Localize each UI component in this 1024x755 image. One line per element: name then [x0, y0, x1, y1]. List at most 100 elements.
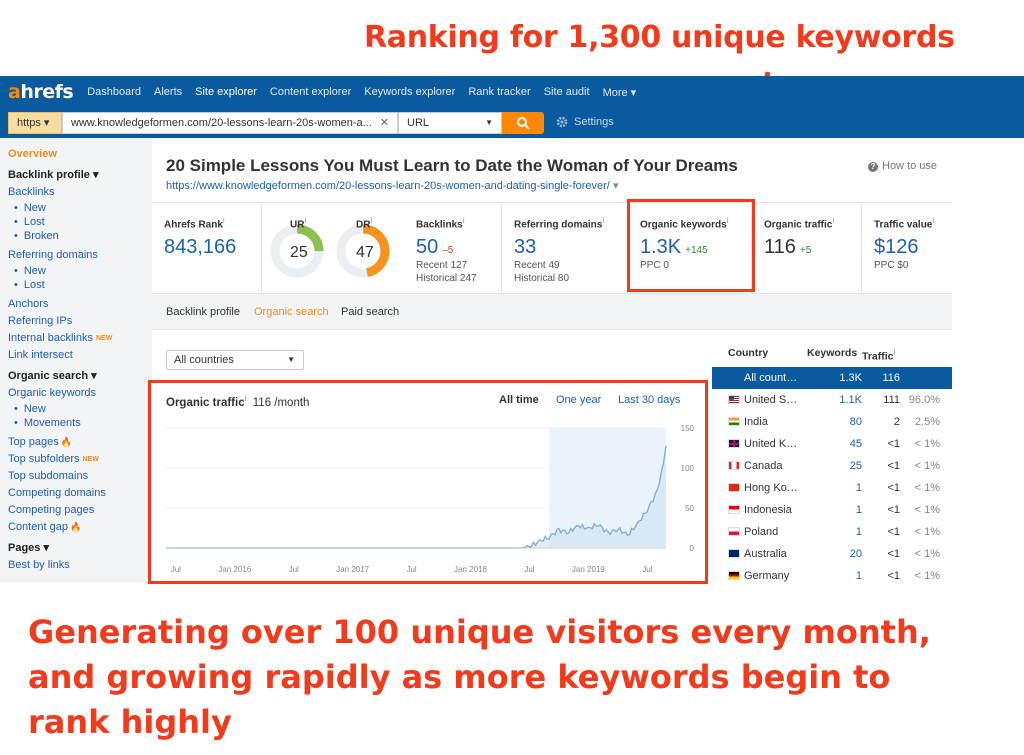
help-icon: ?: [868, 162, 878, 172]
ahrefs-logo[interactable]: ahrefs: [8, 81, 74, 103]
country-row[interactable]: Germany 1 <1 < 1%: [712, 565, 952, 587]
sidebar-best-by-links[interactable]: Best by links: [8, 559, 70, 571]
sidebar-top-pages[interactable]: Top pages 🔥: [8, 436, 72, 448]
sidebar-pages[interactable]: Pages ▾: [8, 542, 49, 554]
country-row[interactable]: India 80 2 2.5%: [712, 411, 952, 433]
period-all-time[interactable]: All time: [499, 394, 539, 406]
sidebar-top-subfolders[interactable]: Top subfolders NEW: [8, 453, 99, 465]
sidebar-ok-new[interactable]: New: [8, 402, 152, 416]
x-tick-label: Jan 2017: [336, 565, 369, 574]
backlinks-value[interactable]: 50: [416, 236, 439, 259]
sidebar-internal-backlinks[interactable]: Internal backlinks NEW: [8, 332, 113, 344]
country-row[interactable]: Canada 25 <1 < 1%: [712, 455, 952, 477]
y-tick-label: 100: [681, 464, 695, 473]
country-row[interactable]: All count… 1.3K 116: [712, 367, 952, 389]
country-row[interactable]: United S… 1.1K 111 96.0%: [712, 389, 952, 411]
country-row[interactable]: United K… 45 <1 < 1%: [712, 433, 952, 455]
sidebar-organic-keywords[interactable]: Organic keywords: [8, 387, 97, 399]
nav-more[interactable]: More ▾: [602, 86, 637, 99]
sidebar-overview[interactable]: Overview: [8, 148, 57, 160]
country-traffic: 116: [882, 372, 900, 384]
nav-site-explorer[interactable]: Site explorer: [195, 86, 257, 98]
sidebar-rd-new[interactable]: New: [8, 264, 152, 278]
sidebar-backlink-profile[interactable]: Backlink profile ▾: [8, 169, 99, 181]
url-input[interactable]: www.knowledgeformen.com/20-lessons-learn…: [62, 112, 398, 134]
referring-domains-value[interactable]: 33: [514, 236, 537, 259]
country-keywords[interactable]: 80: [849, 416, 862, 428]
organic-traffic-value[interactable]: 116: [764, 236, 796, 259]
sidebar-backlinks[interactable]: Backlinks: [8, 186, 55, 198]
col-traffic[interactable]: Traffici: [862, 347, 896, 363]
sidebar: Overview Backlink profile ▾ Backlinks Ne…: [0, 138, 152, 583]
x-tick-label: Jul: [524, 565, 534, 574]
sidebar-anchors[interactable]: Anchors: [8, 298, 49, 310]
nav-keywords-explorer[interactable]: Keywords explorer: [364, 86, 456, 98]
nav-alerts[interactable]: Alerts: [154, 86, 183, 98]
flag-hk-icon: [728, 483, 740, 492]
organic-keywords-ppc: PPC 0: [640, 260, 669, 272]
sidebar-backlinks-lost[interactable]: Lost: [8, 215, 152, 229]
sidebar-competing-domains[interactable]: Competing domains: [8, 487, 106, 499]
organic-keywords-value[interactable]: 1.3K: [640, 236, 682, 259]
sidebar-top-subdomains[interactable]: Top subdomains: [8, 470, 89, 482]
col-country[interactable]: Country: [728, 347, 769, 359]
country-keywords[interactable]: 1.1K: [839, 394, 862, 406]
sidebar-content-gap[interactable]: Content gap 🔥: [8, 521, 82, 533]
tab-backlink-profile[interactable]: Backlink profile: [166, 306, 240, 318]
main-panel: 20 Simple Lessons You Must Learn to Date…: [152, 138, 952, 583]
country-row[interactable]: Poland 1 <1 < 1%: [712, 521, 952, 543]
settings-button[interactable]: Settings: [556, 116, 614, 128]
country-keywords[interactable]: 1: [855, 526, 862, 538]
country-row[interactable]: Hong Ko… 1 <1 < 1%: [712, 477, 952, 499]
sidebar-competing-pages[interactable]: Competing pages: [8, 504, 95, 516]
country-name: Canada: [744, 460, 783, 472]
protocol-select[interactable]: https ▾: [8, 112, 62, 134]
y-tick-label: 150: [681, 424, 695, 433]
country-traffic-pct: 2.5%: [914, 416, 940, 428]
clear-icon[interactable]: ✕: [379, 117, 389, 129]
period-last-30-days[interactable]: Last 30 days: [618, 394, 681, 406]
country-row[interactable]: Indonesia 1 <1 < 1%: [712, 499, 952, 521]
settings-label: Settings: [574, 116, 614, 128]
sidebar-backlinks-new[interactable]: New: [8, 201, 152, 215]
nav-dashboard[interactable]: Dashboard: [87, 86, 142, 98]
sidebar-rd-lost[interactable]: Lost: [8, 278, 152, 292]
page-url-link[interactable]: https://www.knowledgeformen.com/20-lesso…: [166, 180, 619, 192]
country-keywords[interactable]: 1: [855, 482, 862, 494]
x-tick-label: Jul: [642, 565, 652, 574]
tab-paid-search[interactable]: Paid search: [341, 306, 400, 318]
flag-ca-icon: [728, 461, 740, 470]
country-keywords[interactable]: 1: [855, 504, 862, 516]
sidebar-organic-search[interactable]: Organic search ▾: [8, 370, 97, 382]
country-keywords[interactable]: 1: [855, 570, 862, 582]
tab-organic-search[interactable]: Organic search: [254, 306, 329, 318]
country-row[interactable]: Australia 20 <1 < 1%: [712, 543, 952, 565]
country-select[interactable]: All countries ▼: [166, 350, 304, 370]
sidebar-referring-domains[interactable]: Referring domains: [8, 249, 98, 261]
traffic-value-value[interactable]: $126: [874, 236, 919, 259]
country-keywords[interactable]: 25: [849, 460, 862, 472]
country-keywords[interactable]: 20: [849, 548, 862, 560]
sidebar-referring-ips[interactable]: Referring IPs: [8, 315, 73, 327]
sidebar-ok-movements[interactable]: Movements: [8, 416, 152, 430]
nav-rank-tracker[interactable]: Rank tracker: [468, 86, 531, 98]
how-to-use-link[interactable]: ? How to use: [868, 160, 937, 172]
search-button[interactable]: [502, 112, 544, 134]
organic-traffic-chart-panel: Organic traffici 116 /month All time One …: [152, 380, 708, 583]
sidebar-link-intersect[interactable]: Link intersect: [8, 349, 73, 361]
mode-select[interactable]: URL ▼: [398, 112, 502, 134]
y-tick-label: 50: [685, 504, 694, 513]
country-keywords[interactable]: 1.3K: [839, 372, 862, 384]
period-one-year[interactable]: One year: [556, 394, 602, 406]
flag-in-icon: [728, 417, 740, 426]
nav-content-explorer[interactable]: Content explorer: [269, 86, 352, 98]
x-tick-label: Jan 2019: [572, 565, 605, 574]
chevron-down-icon: ▼: [485, 118, 493, 127]
annotation-bottom-line-2: and growing rapidly as more keywords beg…: [28, 658, 891, 696]
sidebar-backlinks-broken[interactable]: Broken: [8, 229, 152, 243]
nav-site-audit[interactable]: Site audit: [543, 86, 590, 98]
col-keywords[interactable]: Keywords: [807, 347, 858, 359]
country-keywords[interactable]: 45: [849, 438, 862, 450]
annotation-top: Ranking for 1,300 unique keywords: [364, 20, 955, 55]
